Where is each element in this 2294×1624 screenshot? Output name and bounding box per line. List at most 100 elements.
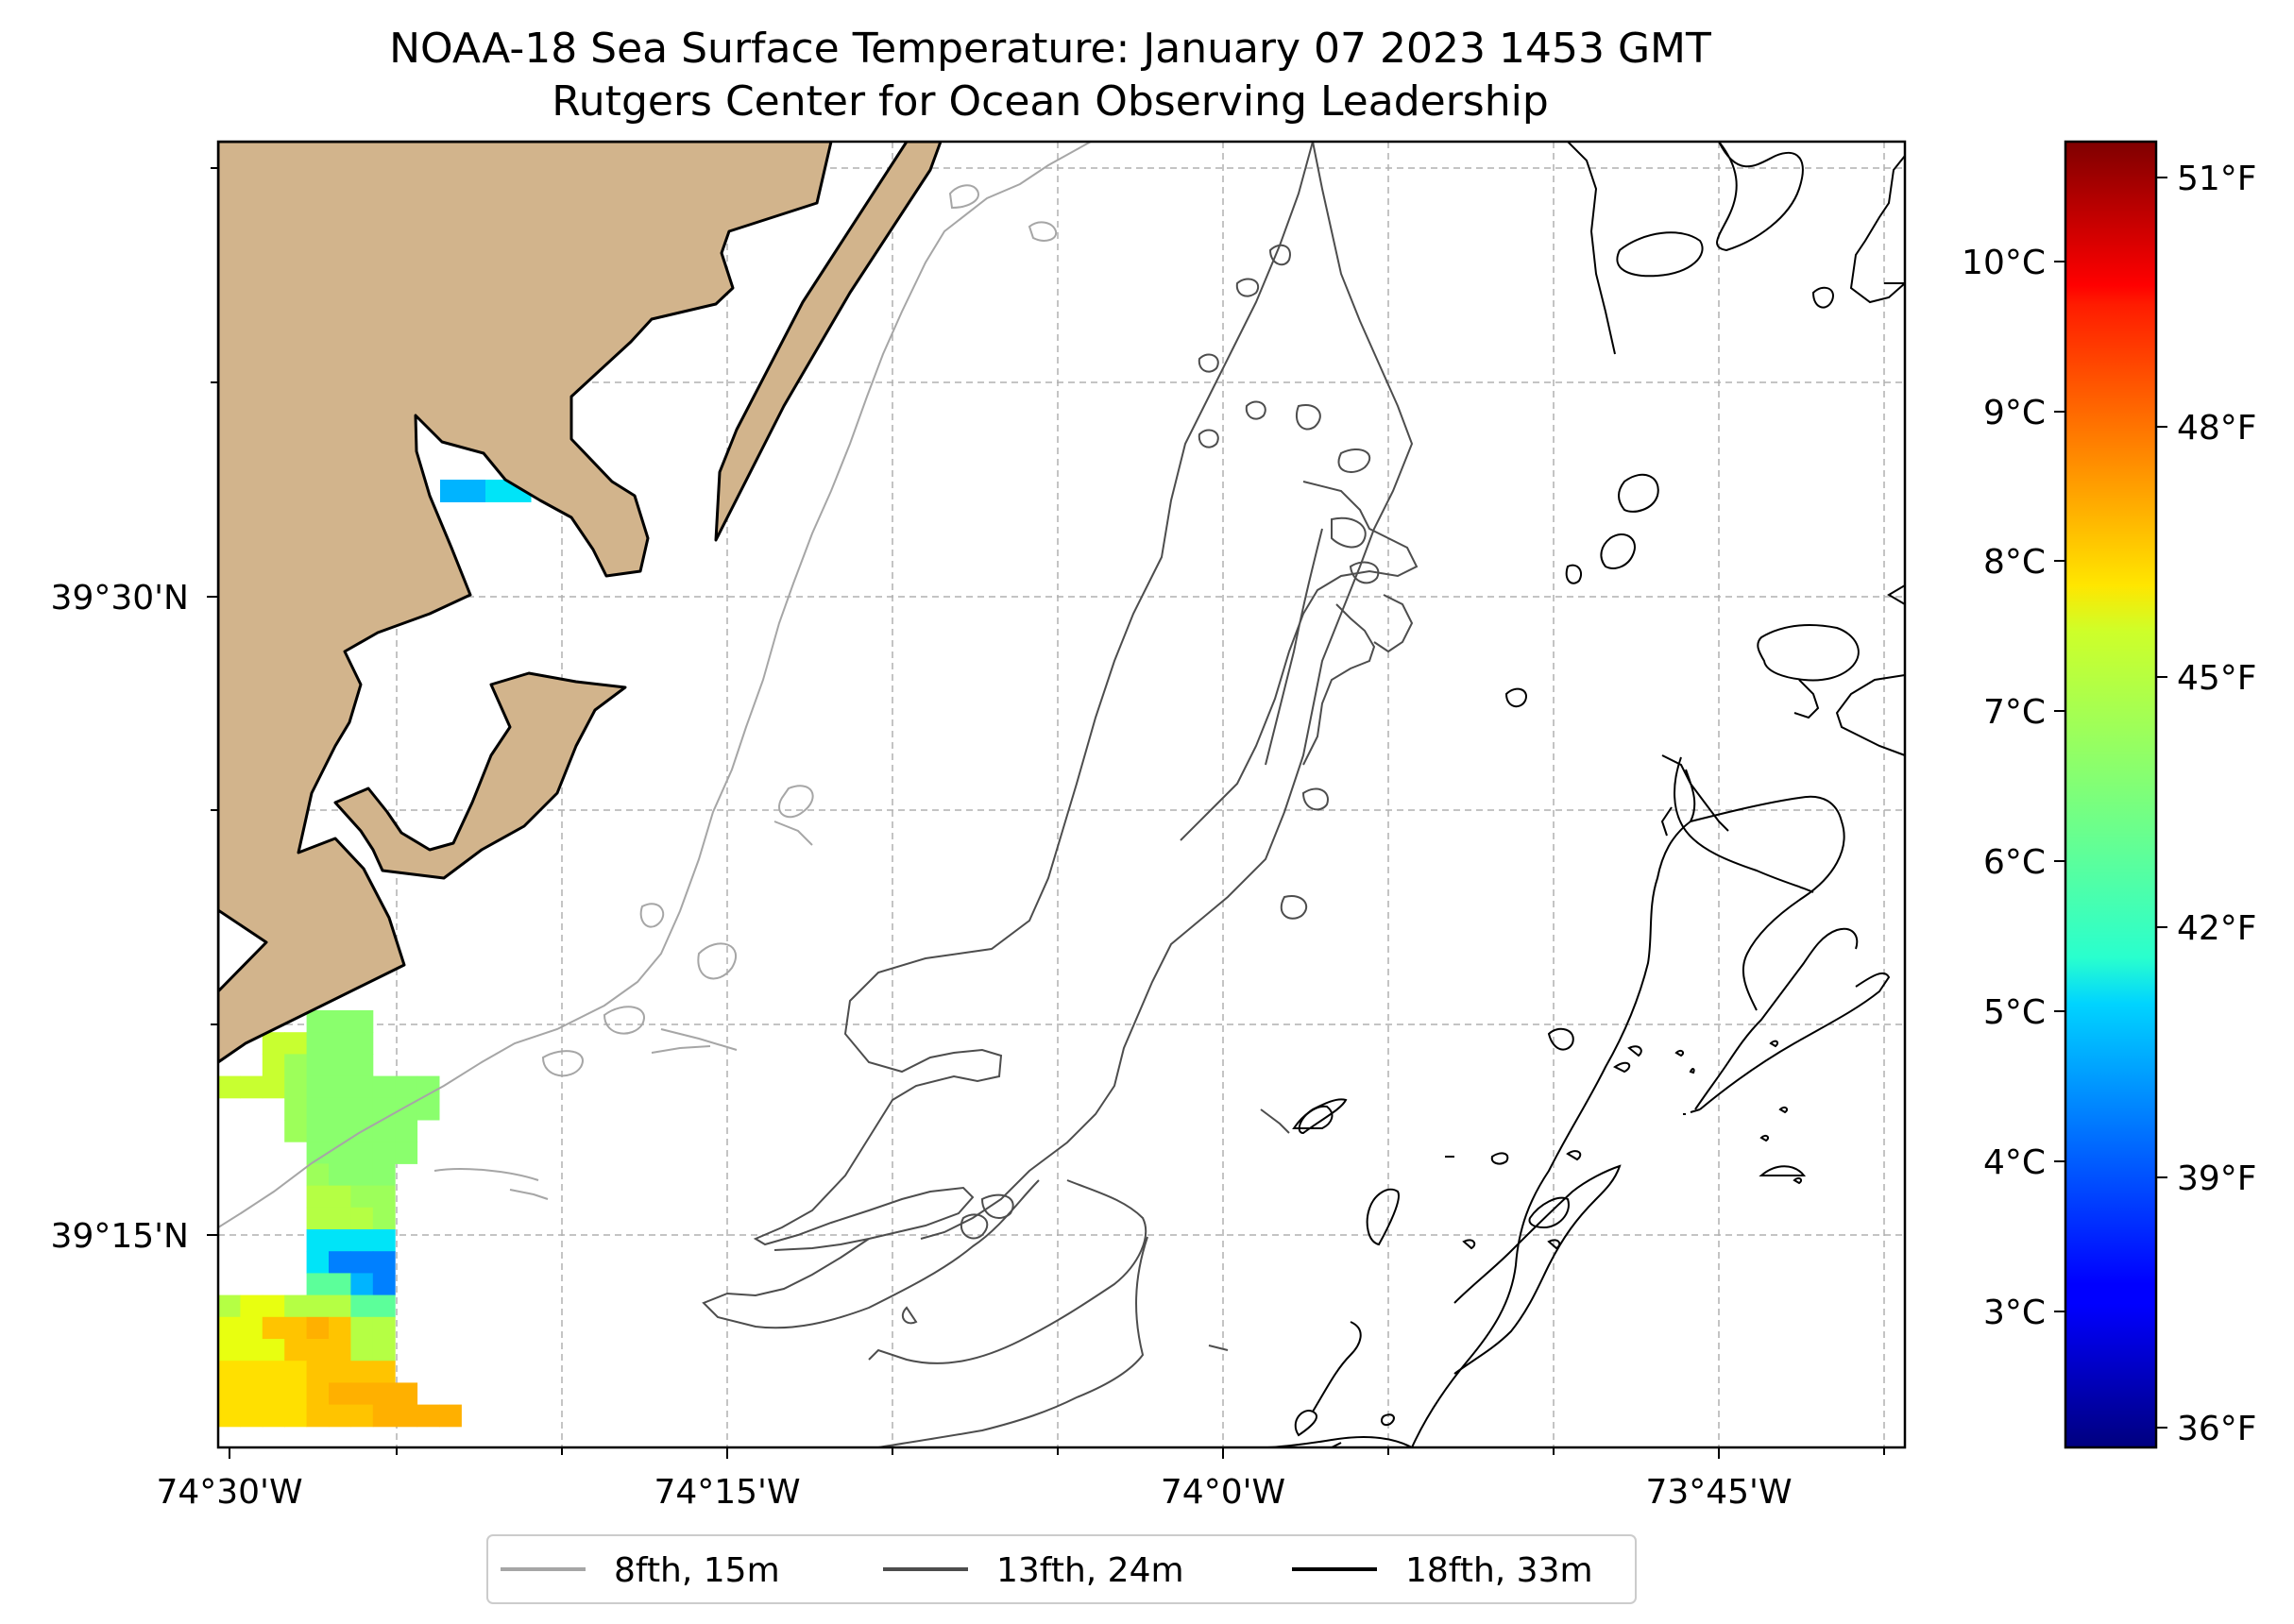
sst-pixel <box>372 1207 396 1230</box>
lon-tick-label: 74°30'W <box>156 1473 302 1512</box>
lat-tick-label: 39°30'N <box>51 579 189 617</box>
colorbar: 10°C 9°C 8°C 7°C 6°C 5°C 4°C 3°C 51°F 48… <box>1962 140 2257 1449</box>
sst-pixel <box>284 1120 308 1142</box>
sst-pixel <box>329 1404 351 1428</box>
sst-pixel <box>439 1404 462 1428</box>
sst-pixel <box>329 1251 351 1274</box>
southern-peninsula <box>218 908 268 993</box>
sst-pixel <box>372 1361 396 1383</box>
contour-13fth <box>702 142 1419 1447</box>
colorbar-celsius-label: 4°C <box>1983 1143 2046 1182</box>
sst-pixel <box>262 1054 285 1077</box>
sst-pixel <box>350 1075 374 1099</box>
contour-8fth <box>218 142 1092 1228</box>
sst-pixel <box>350 1294 374 1318</box>
sst-pixels <box>218 480 532 1428</box>
sst-pixel <box>329 1163 351 1187</box>
sst-pixel <box>284 1054 308 1077</box>
sst-pixel <box>218 1404 241 1428</box>
sst-pixel <box>284 1361 308 1383</box>
sst-pixel <box>262 1361 285 1383</box>
sst-pixel <box>262 1404 285 1428</box>
sst-pixel <box>329 1273 351 1296</box>
sst-pixel <box>306 1316 330 1340</box>
sst-pixel <box>240 1382 263 1406</box>
sst-pixel <box>350 1207 374 1230</box>
sst-pixel <box>372 1404 396 1428</box>
sst-pixel <box>350 1032 374 1055</box>
sst-pixel <box>463 480 486 502</box>
sst-pixel <box>306 1382 330 1406</box>
sst-pixel <box>485 480 509 502</box>
sst-pixel <box>284 1097 308 1121</box>
sst-pixel <box>416 1097 440 1121</box>
barrier-island <box>714 142 943 542</box>
sst-pixel <box>284 1075 308 1099</box>
sst-pixel <box>284 1382 308 1406</box>
sst-pixel <box>284 1339 308 1362</box>
lon-tick-label: 74°15'W <box>654 1473 800 1512</box>
sst-pixel <box>306 1273 330 1296</box>
sst-pixel <box>218 1382 241 1406</box>
sst-pixel <box>262 1339 285 1362</box>
sst-pixel <box>329 1229 351 1252</box>
sst-pixel <box>372 1075 396 1099</box>
contour-18fth <box>1265 142 1905 1447</box>
sst-pixel <box>372 1339 396 1362</box>
sst-pixel <box>350 1054 374 1077</box>
sst-pixel <box>218 1339 241 1362</box>
sst-pixel <box>240 1294 263 1318</box>
sst-pixel <box>218 1075 241 1099</box>
sst-pixel <box>218 1294 241 1318</box>
sst-pixel <box>350 1010 374 1033</box>
colorbar-celsius-label: 8°C <box>1983 543 2046 582</box>
sst-pixel <box>350 1097 374 1121</box>
sst-pixel <box>284 1316 308 1340</box>
sst-pixel <box>218 1361 241 1383</box>
sst-pixel <box>372 1185 396 1209</box>
colorbar-fahrenheit-label: 48°F <box>2177 409 2257 448</box>
sst-pixel <box>329 1382 351 1406</box>
sst-pixel <box>329 1054 351 1077</box>
colorbar-celsius-label: 10°C <box>1962 244 2046 282</box>
sst-pixel <box>350 1251 374 1274</box>
lon-tick-label: 74°0'W <box>1161 1473 1285 1512</box>
sst-pixel <box>350 1163 374 1187</box>
sst-pixel <box>306 1163 330 1187</box>
mainland <box>218 142 833 1064</box>
sst-pixel <box>440 480 464 502</box>
sst-pixel <box>416 1075 440 1099</box>
sst-pixel <box>372 1163 396 1187</box>
colorbar-fahrenheit-label: 45°F <box>2177 659 2257 698</box>
sst-pixel <box>262 1294 285 1318</box>
sst-pixel <box>372 1294 396 1318</box>
sst-pixel <box>306 1185 330 1209</box>
colorbar-fahrenheit-label: 36°F <box>2177 1410 2257 1448</box>
lat-tick-label: 39°15'N <box>51 1217 189 1256</box>
sst-pixel <box>306 1075 330 1099</box>
sst-pixel <box>350 1142 374 1164</box>
sst-pixel <box>350 1339 374 1362</box>
sst-pixel <box>306 1339 330 1362</box>
sst-pixel <box>372 1142 396 1164</box>
sst-pixel <box>372 1382 396 1406</box>
sst-pixel <box>416 1404 440 1428</box>
sst-pixel <box>372 1120 396 1142</box>
sst-pixel <box>306 1251 330 1274</box>
sst-pixel <box>306 1404 330 1428</box>
sst-pixel <box>329 1294 351 1318</box>
colorbar-celsius-label: 9°C <box>1983 394 2046 432</box>
sst-pixel <box>350 1361 374 1383</box>
lon-tick-label: 73°45'W <box>1645 1473 1792 1512</box>
sst-pixel <box>284 1294 308 1318</box>
land <box>218 142 943 1064</box>
sst-pixel <box>329 1316 351 1340</box>
sst-pixel <box>306 1294 330 1318</box>
sst-pixel <box>350 1273 374 1296</box>
sst-pixel <box>284 1032 308 1055</box>
sst-pixel <box>329 1185 351 1209</box>
sst-pixel <box>240 1361 263 1383</box>
lon-tick-marks <box>229 1447 1885 1459</box>
sst-pixel <box>395 1382 418 1406</box>
